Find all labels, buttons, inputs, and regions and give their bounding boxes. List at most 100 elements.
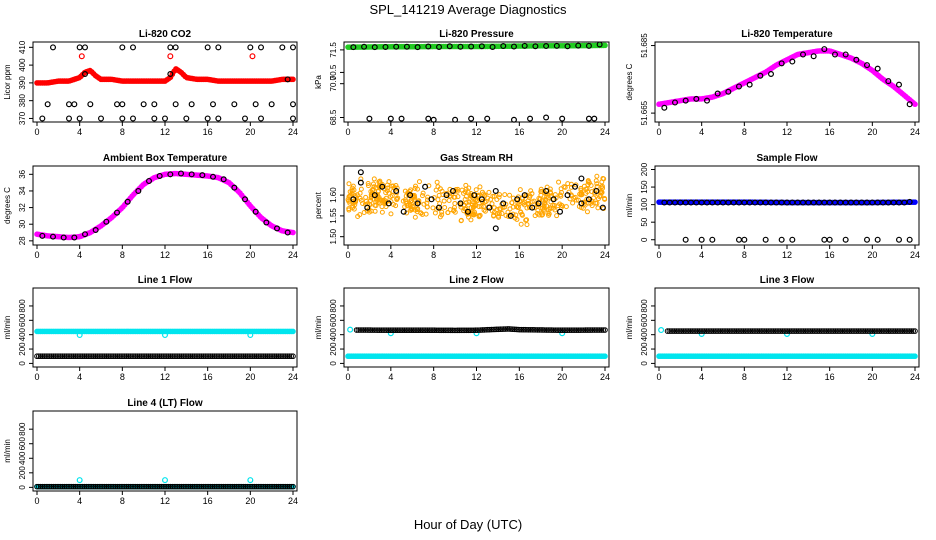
data-point [215,115,222,122]
data-point [438,327,445,334]
data-point [548,327,555,333]
data-point [147,483,154,490]
data-point [906,236,913,243]
data-point [477,212,483,218]
y-tick-label: 0 [640,237,649,242]
data-point [852,328,858,334]
panel-title: Gas Stream RH [440,153,513,164]
data-point [668,328,674,334]
panel-line3: Line 3 Flow ml/min 0 4 8 12 16 20 24 0 20040060080… [625,275,920,382]
data-point [561,327,567,334]
data-point [545,210,551,216]
data-point [162,115,169,122]
data-point [701,328,708,334]
data-point [113,209,120,216]
x-tick-label: 16 [514,127,524,137]
data-point [584,209,590,215]
data-point [472,327,479,334]
data-point [415,327,422,334]
data-point [218,483,225,490]
data-point [800,328,807,334]
data-point [39,353,46,360]
data-point [492,225,499,232]
data-point [185,483,192,490]
data-point [799,328,805,334]
data-point [498,206,504,212]
data-point [407,327,413,334]
data-point [193,353,199,360]
data-point [451,205,457,211]
data-point [410,204,416,210]
data-point [514,196,521,203]
data-point [848,328,855,334]
data-point [591,115,598,122]
data-point [391,327,397,334]
data-point [81,353,88,360]
data-point [465,189,471,195]
data-point [130,115,137,122]
data-point [871,328,878,334]
x-axis-caption: Hour of Day (UTC) [413,517,523,532]
data-point [100,353,106,360]
data-point [490,193,496,199]
x-tick-label: 20 [245,250,255,260]
data-point [463,193,469,199]
data-point [68,353,75,360]
data-point [180,483,187,490]
data-point [346,207,352,213]
data-point [171,483,177,490]
data-point [537,196,543,202]
data-point [402,204,408,210]
data-point [497,326,504,333]
data-point [757,72,764,79]
data-point [114,483,121,490]
data-point [524,222,530,228]
data-point [820,328,826,334]
y-tick-label: 380 [18,93,27,107]
data-point [899,328,906,334]
data-point [746,328,752,334]
data-point [360,327,367,333]
data-point [488,326,495,333]
data-point [437,327,443,334]
data-point [112,353,119,360]
data-point [187,353,194,360]
data-point [390,183,396,189]
data-point [173,353,179,360]
data-point [395,195,401,201]
data-point [59,353,66,360]
data-point [140,101,147,108]
data-point [431,327,438,334]
data-point [253,483,260,490]
plot-frame [32,410,298,492]
data-point [492,193,498,199]
data-point [41,353,48,360]
y-tick-label: 400 [18,327,27,341]
data-point [277,483,284,490]
data-point [572,327,578,333]
x-tick-label: 0 [345,250,350,260]
data-point [443,192,450,199]
data-point [284,483,291,490]
data-point [675,328,681,334]
data-point [87,483,93,490]
data-point [841,328,848,334]
data-point [281,353,287,360]
panel-rh: Gas Stream RH percent 0 4 8 12 16 20 24 1.50 1.55 1… [314,153,610,260]
panel-title: Ambient Box Temperature [103,153,228,164]
data-point [275,353,282,360]
data-point [200,353,207,360]
y-tick-label: 51.685 [640,33,649,58]
data-point [39,115,46,122]
data-point [433,327,440,334]
data-point [178,170,185,177]
data-point [149,483,155,490]
y-tick-label: 51.665 [640,100,649,125]
data-point [94,483,101,490]
data-point [202,483,209,490]
data-point [767,70,774,77]
data-point [541,205,547,211]
data-point [492,187,499,194]
data-point [570,327,576,333]
y-tick-label: 600 [640,313,649,327]
